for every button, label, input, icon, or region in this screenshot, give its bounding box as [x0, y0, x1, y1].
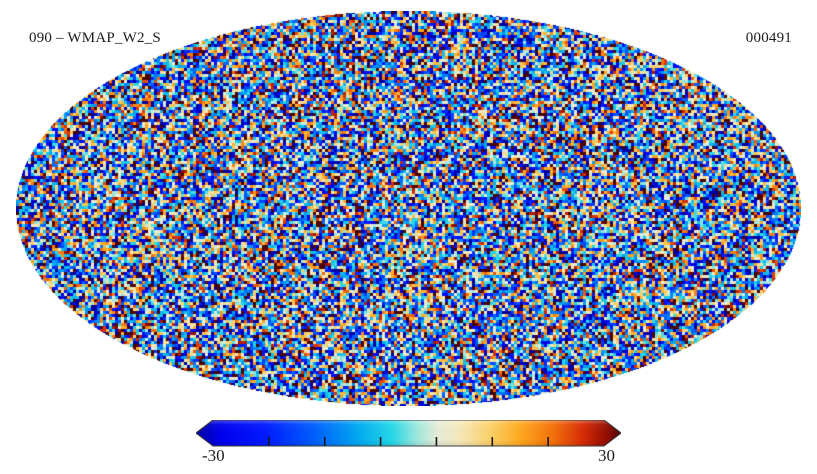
colorbar-max-label: 30	[598, 446, 615, 465]
colorbar-outline	[196, 420, 621, 447]
colorbar: -30 30	[196, 420, 621, 474]
colorbar-graphic	[196, 420, 621, 447]
colorbar-ticks	[268, 437, 549, 446]
colorbar-min-label: -30	[202, 446, 225, 465]
sky-map-mollweide	[16, 11, 801, 406]
sky-map-canvas	[16, 11, 801, 406]
